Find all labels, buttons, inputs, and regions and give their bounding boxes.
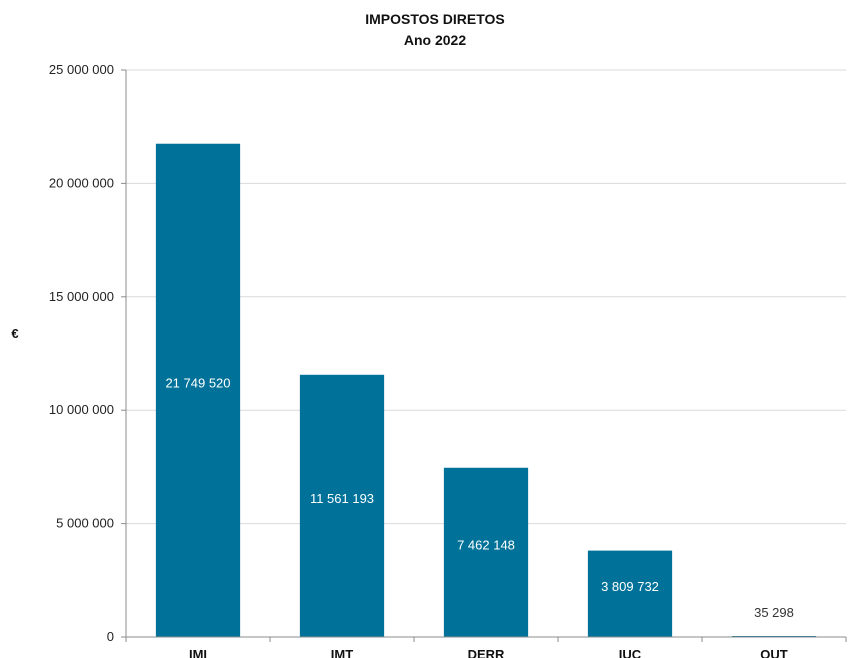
gridlines [126,69,846,525]
data-label: 35 298 [754,605,794,620]
bar-iuc [587,550,673,637]
y-tick-label: 0 [107,629,114,644]
x-tick-label: DERR [468,647,505,658]
bar-imt [299,374,385,637]
data-label: 7 462 148 [457,537,515,552]
data-label: 11 561 193 [310,491,374,506]
data-label: 3 809 732 [601,579,659,594]
y-tick-label: 10 000 000 [49,402,114,417]
bar-derr [443,467,529,637]
y-tick-label: 25 000 000 [49,62,114,77]
x-tick-label: IUC [619,647,642,658]
data-label: 21 749 520 [165,375,230,390]
data-labels: 21 749 520 11 561 193 7 462 148 3 809 732 35… [165,375,793,620]
y-tick-label: 5 000 000 [56,516,114,531]
x-tick-label: IMT [331,647,353,658]
x-tick-label: OUT [760,647,788,658]
bar-imi [155,143,241,637]
x-tick-label: IMI [189,647,207,658]
chart-title: IMPOSTOS DIRETOS [365,11,505,27]
bars [155,143,817,637]
chart-subtitle: Ano 2022 [404,32,466,48]
axes: 0 5 000 000 10 000 000 15 000 000 20 000 000… [49,62,847,658]
y-axis-label: € [11,326,18,341]
y-tick-label: 20 000 000 [49,175,114,190]
y-tick-label: 15 000 000 [49,289,114,304]
